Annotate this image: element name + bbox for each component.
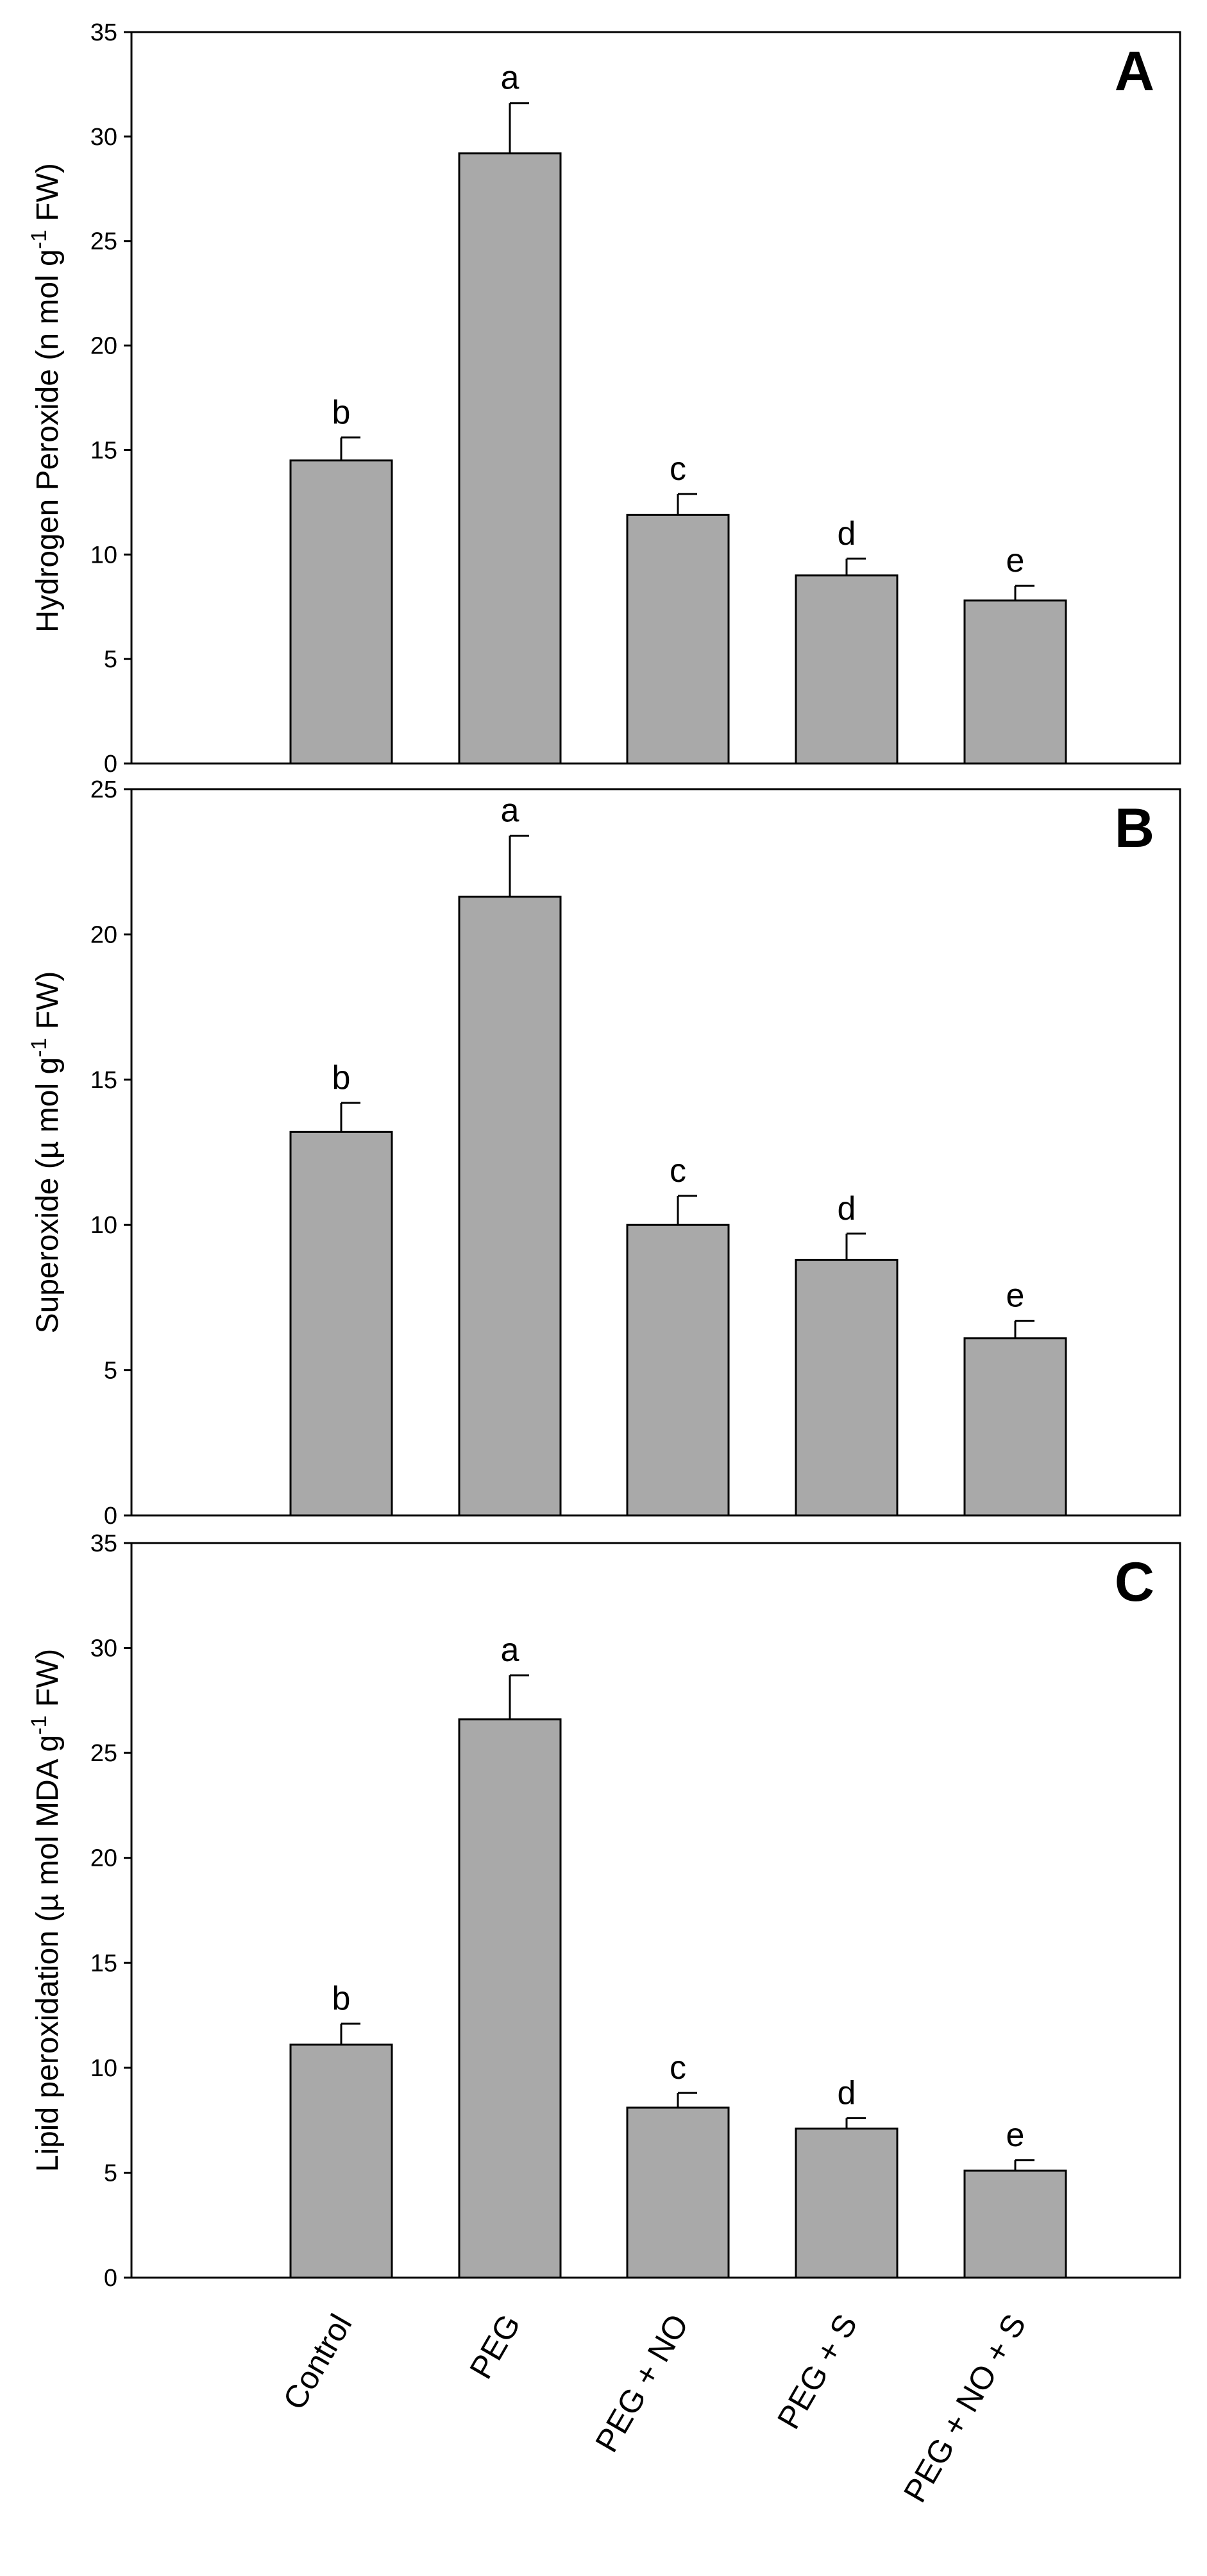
- bar-control: [289, 2043, 393, 2279]
- y-tick-label: 20: [90, 921, 117, 948]
- significance-letter: a: [501, 792, 519, 829]
- x-tick-label: PEG + S: [770, 2308, 864, 2435]
- y-tick-label: 25: [90, 1740, 117, 1767]
- significance-letter: e: [1006, 2117, 1025, 2154]
- bar-peg-no-s: [963, 599, 1067, 765]
- significance-letter: c: [670, 2049, 686, 2086]
- y-tick-label: 15: [90, 437, 117, 464]
- y-tick-label: 0: [104, 751, 117, 778]
- bar-peg-no: [626, 513, 730, 765]
- panel-c: 0 5 10 15 20 25 30 35 Lipid peroxidation (µ mol …: [27, 1530, 1181, 2292]
- y-axis-label: Hydrogen Peroxide (n mol g-1 FW): [27, 163, 65, 633]
- y-tick-label: 20: [90, 1845, 117, 1872]
- panel-letter: C: [1115, 1551, 1154, 1613]
- panel-letter: B: [1115, 798, 1154, 859]
- y-tick-label: 35: [90, 1530, 117, 1557]
- bar-peg-no: [626, 1224, 730, 1517]
- bar-peg: [458, 896, 562, 1517]
- significance-letter: c: [670, 1152, 686, 1190]
- y-tick-label: 25: [90, 776, 117, 803]
- panel-b: 0 5 10 15 20 25 Superoxide (µ mol g-1 FW) Bb a c d…: [27, 776, 1181, 1530]
- x-tick-label: PEG: [462, 2308, 527, 2385]
- x-tick-label: Control: [276, 2308, 359, 2416]
- significance-letter: b: [332, 394, 351, 431]
- y-tick-label: 0: [104, 2265, 117, 2292]
- bar-control: [289, 1130, 393, 1517]
- significance-letter: a: [501, 1632, 519, 1669]
- y-tick-label: 5: [104, 2160, 117, 2187]
- significance-letter: b: [332, 1059, 351, 1096]
- significance-letter: d: [838, 1190, 856, 1227]
- significance-letter: e: [1006, 542, 1025, 579]
- bar-control: [289, 459, 393, 765]
- y-tick-label: 20: [90, 333, 117, 360]
- y-tick-label: 5: [104, 646, 117, 673]
- y-tick-label: 30: [90, 124, 117, 151]
- bar-peg-no-s: [963, 2169, 1067, 2279]
- y-tick-label: 5: [104, 1358, 117, 1385]
- panel-letter: A: [1115, 40, 1154, 102]
- bar-peg-s: [795, 1259, 899, 1517]
- bar-peg-no-s: [963, 1337, 1067, 1517]
- y-tick-label: 30: [90, 1635, 117, 1662]
- significance-letter: d: [838, 515, 856, 552]
- bar-peg: [458, 152, 562, 765]
- y-tick-label: 15: [90, 1950, 117, 1977]
- panel-a: 0 5 10 15 20 25 30 35 Hydrogen Peroxide (n mol g…: [27, 19, 1181, 778]
- significance-letter: c: [670, 450, 686, 488]
- y-tick-label: 15: [90, 1067, 117, 1094]
- x-tick-label: PEG + NO + S: [897, 2308, 1033, 2509]
- y-tick-label: 10: [90, 2055, 117, 2082]
- significance-letter: e: [1006, 1277, 1025, 1315]
- y-tick-label: 10: [90, 1212, 117, 1239]
- bar-peg-s: [795, 2128, 899, 2279]
- bar-peg-s: [795, 574, 899, 765]
- y-axis-label: Superoxide (µ mol g-1 FW): [27, 971, 65, 1334]
- significance-letter: a: [501, 60, 519, 97]
- y-tick-label: 35: [90, 19, 117, 46]
- bar-peg-no: [626, 2106, 730, 2279]
- significance-letter: b: [332, 1980, 351, 2017]
- y-tick-label: 10: [90, 542, 117, 568]
- significance-letter: d: [838, 2074, 856, 2111]
- bar-peg: [458, 1718, 562, 2279]
- y-tick-label: 25: [90, 228, 117, 255]
- y-tick-label: 0: [104, 1503, 117, 1530]
- x-tick-label: PEG + NO: [588, 2308, 695, 2459]
- y-axis-label: Lipid peroxidation (µ mol MDA g-1 FW): [27, 1649, 65, 2172]
